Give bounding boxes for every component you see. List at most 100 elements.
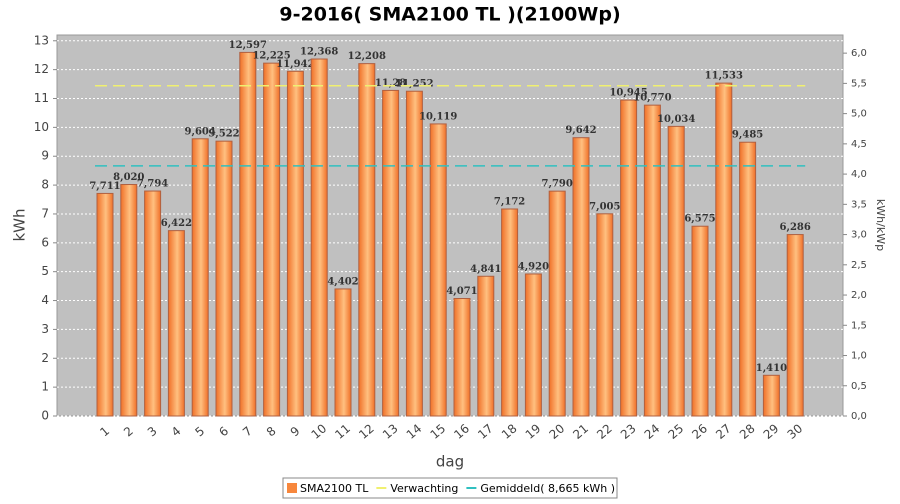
value-label: 10,034 xyxy=(657,114,695,125)
y-tick-label: 11 xyxy=(34,91,49,105)
x-tick-label: 29 xyxy=(761,421,782,442)
x-tick-label: 7 xyxy=(240,424,255,440)
y-tick-label: 4 xyxy=(41,293,49,307)
value-label: 9,642 xyxy=(565,125,596,136)
bar xyxy=(667,125,685,417)
value-label: 10,770 xyxy=(633,93,671,104)
y2-tick-label: 1,0 xyxy=(851,351,867,362)
y2-tick-label: 3,0 xyxy=(851,230,867,241)
x-tick-label: 1 xyxy=(97,424,112,440)
value-label: 6,422 xyxy=(161,218,192,229)
x-tick-label: 2 xyxy=(121,424,136,440)
x-tick-label: 14 xyxy=(404,421,425,442)
bar xyxy=(572,137,590,417)
legend-label: Gemiddeld( 8,665 kWh ) xyxy=(480,482,615,495)
legend xyxy=(282,477,618,499)
value-label: 11,252 xyxy=(395,79,433,90)
x-tick-label: 13 xyxy=(380,421,401,442)
y-tick-label: 1 xyxy=(41,380,49,394)
x-tick-label: 21 xyxy=(570,421,591,442)
y-tick-label: 9 xyxy=(41,149,49,163)
x-tick-label: 26 xyxy=(689,421,710,442)
bar xyxy=(334,288,352,417)
bar xyxy=(739,141,757,417)
value-label: 4,920 xyxy=(518,261,549,272)
x-tick-label: 27 xyxy=(713,421,734,442)
y2-tick-label: 2,5 xyxy=(851,260,867,271)
bar xyxy=(120,184,138,417)
bar xyxy=(358,63,376,417)
bar xyxy=(762,374,780,417)
y2-axis-label: kWh/kWp xyxy=(874,199,887,251)
value-label: 1,410 xyxy=(756,363,787,374)
y-tick-label: 13 xyxy=(34,33,49,47)
x-tick-label: 24 xyxy=(642,421,663,442)
value-label: 10,119 xyxy=(419,111,457,122)
value-label: 6,286 xyxy=(780,222,811,233)
bar xyxy=(429,123,447,417)
value-label: 8,020 xyxy=(113,172,144,183)
bar xyxy=(167,230,185,417)
y2-tick-label: 5,0 xyxy=(851,109,867,120)
x-tick-label: 11 xyxy=(332,421,353,442)
x-tick-label: 8 xyxy=(264,424,279,440)
bar xyxy=(144,190,162,417)
value-label: 7,794 xyxy=(137,179,168,190)
bar xyxy=(453,297,471,417)
bar xyxy=(786,234,804,417)
y-tick-label: 10 xyxy=(34,120,49,134)
value-label: 6,575 xyxy=(684,214,715,225)
value-label: 12,368 xyxy=(300,47,338,58)
bar xyxy=(501,208,519,417)
value-label: 7,790 xyxy=(542,179,573,190)
y-tick-label: 7 xyxy=(41,206,49,220)
x-tick-label: 10 xyxy=(309,421,330,442)
bar xyxy=(477,275,495,417)
x-tick-label: 23 xyxy=(618,421,639,442)
bar xyxy=(239,51,257,417)
x-tick-label: 28 xyxy=(737,421,758,442)
y-tick-label: 12 xyxy=(34,62,49,76)
bar xyxy=(524,273,542,417)
value-label: 4,071 xyxy=(446,286,477,297)
x-tick-label: 30 xyxy=(785,421,806,442)
x-tick-label: 17 xyxy=(475,421,496,442)
x-tick-label: 9 xyxy=(288,424,303,440)
y2-tick-label: 5,5 xyxy=(851,78,867,89)
y-tick-label: 5 xyxy=(41,264,49,278)
value-label: 10,945 xyxy=(609,88,647,99)
bar xyxy=(263,62,281,417)
bar xyxy=(596,213,614,417)
bar xyxy=(96,192,114,417)
y2-tick-label: 2,0 xyxy=(851,290,867,301)
chart-title: 9-2016( SMA2100 TL )(2100Wp) xyxy=(279,4,620,26)
value-label: 7,172 xyxy=(494,196,525,207)
value-label: 9,485 xyxy=(732,130,763,141)
bar xyxy=(286,70,304,417)
value-label: 4,841 xyxy=(470,264,501,275)
value-label: 12,225 xyxy=(252,51,290,62)
y2-tick-label: 1,5 xyxy=(851,320,867,331)
bar xyxy=(310,58,328,417)
x-tick-label: 5 xyxy=(192,424,207,440)
x-tick-label: 22 xyxy=(594,421,615,442)
x-tick-label: 16 xyxy=(451,421,472,442)
x-tick-label: 25 xyxy=(666,421,687,442)
y-tick-label: 6 xyxy=(41,235,49,249)
value-label: 11,533 xyxy=(705,71,743,82)
bar xyxy=(643,104,661,417)
bar xyxy=(215,140,233,417)
bar xyxy=(191,138,209,417)
x-tick-label: 15 xyxy=(428,421,449,442)
value-label: 7,005 xyxy=(589,201,620,212)
value-label: 9,604 xyxy=(185,126,216,137)
bar xyxy=(405,90,423,417)
y-tick-label: 8 xyxy=(41,178,49,192)
y-axis-label: kWh xyxy=(11,208,29,241)
legend-label: Verwachting xyxy=(390,482,458,495)
value-label: 11,942 xyxy=(276,59,314,70)
x-axis-label: dag xyxy=(436,453,464,471)
y-tick-label: 3 xyxy=(41,322,49,336)
bar xyxy=(548,190,566,417)
